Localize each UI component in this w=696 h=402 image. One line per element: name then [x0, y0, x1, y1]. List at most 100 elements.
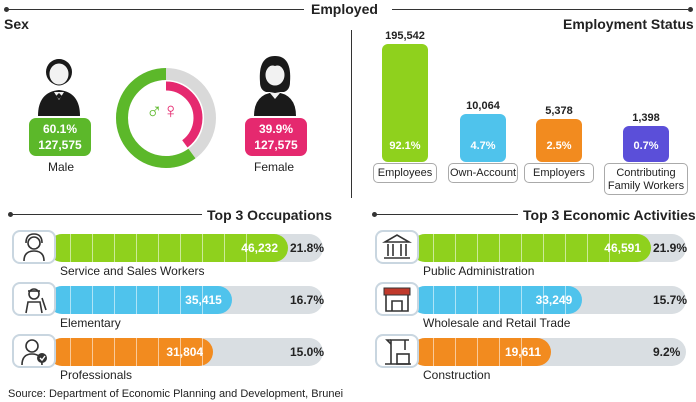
activities-title: Top 3 Economic Activities [523, 207, 696, 223]
row-bar [411, 338, 551, 366]
bar-segment [543, 234, 544, 262]
headset-person-icon [12, 230, 56, 264]
bar-segment [499, 338, 500, 366]
row-label: Construction [423, 368, 491, 382]
bar-segment [521, 234, 522, 262]
gender-symbols: ♂♀ [146, 98, 179, 124]
bar-segment [433, 234, 434, 262]
row-value: 46,591 [604, 241, 641, 255]
status-percent: 4.7% [470, 140, 496, 152]
female-symbol-icon: ♀ [162, 98, 180, 123]
row-label: Service and Sales Workers [60, 264, 205, 278]
status-percent: 2.5% [546, 140, 572, 152]
header-rule-right [392, 9, 688, 10]
bar-segment [158, 234, 159, 262]
male-ring [116, 68, 216, 168]
header-dot-left [4, 7, 9, 12]
row-percent: 16.7% [290, 293, 325, 307]
female-count: 127,575 [254, 138, 298, 152]
bar-segment [433, 286, 434, 314]
occupations-title: Top 3 Occupations [207, 207, 332, 223]
status-value: 5,378 [545, 105, 573, 118]
section-divider [351, 30, 352, 198]
source-note: Source: Department of Economic Planning … [8, 388, 344, 400]
row-bar [48, 234, 288, 262]
worker-person-icon [12, 282, 56, 316]
status-label: Own-Account [448, 163, 518, 183]
activities-dot [372, 212, 377, 217]
female-percent: 39.9% [258, 122, 294, 136]
bar-segment [565, 286, 566, 314]
bar-segment [136, 234, 137, 262]
bar-segment [114, 338, 115, 366]
row-value: 19,611 [504, 345, 541, 359]
bar-segment [114, 234, 115, 262]
bar-segment [202, 286, 203, 314]
bar-segment [114, 286, 115, 314]
male-badge: 60.1% 127,575 [29, 118, 91, 156]
male-symbol-icon: ♂ [146, 98, 163, 123]
bar-segment [70, 286, 71, 314]
female-ring [129, 81, 203, 155]
female-label: Female [254, 160, 295, 174]
status-percent: 0.7% [633, 140, 659, 152]
bar-segment [477, 234, 478, 262]
header-rule-left [8, 9, 304, 10]
status-title: Employment Status [563, 16, 694, 32]
bar-segment [521, 286, 522, 314]
bar-segment [224, 234, 225, 262]
row-bar [48, 338, 214, 366]
bar-segment [180, 234, 181, 262]
row-percent: 21.9% [653, 241, 688, 255]
row-label: Wholesale and Retail Trade [423, 316, 571, 330]
status-label: Employees [373, 163, 437, 183]
status-bar [460, 113, 506, 162]
row-bar [411, 286, 583, 314]
row-value: 35,415 [185, 293, 222, 307]
page-title: Employed [311, 1, 378, 17]
bar-segment [433, 338, 434, 366]
bar-segment [70, 338, 71, 366]
row-value: 33,249 [535, 293, 573, 307]
bar-segment [136, 286, 137, 314]
row-label: Public Administration [423, 264, 535, 278]
status-value: 1,398 [632, 112, 660, 125]
bar-segment [565, 234, 566, 262]
row-value: 31,804 [166, 345, 204, 359]
female-badge: 39.9% 127,575 [245, 118, 307, 156]
male-count: 127,575 [38, 138, 82, 152]
bar-segment [246, 234, 247, 262]
occupations-dot [8, 212, 13, 217]
government-building-icon [375, 230, 419, 264]
row-percent: 21.8% [290, 241, 325, 255]
bar-segment [92, 234, 93, 262]
status-bar [623, 126, 669, 162]
row-bar [411, 234, 651, 262]
bar-segment [158, 338, 159, 366]
row-bar [48, 286, 232, 314]
bar-segment [455, 338, 456, 366]
row-percent: 15.7% [653, 293, 688, 307]
bar-segment [92, 286, 93, 314]
status-label: Contributing Family Workers [604, 163, 688, 195]
occupations-chart: 46,232 21.8% Service and Sales Workers 35,4… [8, 226, 333, 386]
bar-segment [609, 234, 610, 262]
activities-rule [376, 214, 518, 215]
status-bar [382, 44, 428, 162]
sex-title: Sex [4, 16, 29, 32]
sex-donut [116, 68, 216, 168]
bar-segment [587, 234, 588, 262]
bar-segment [455, 286, 456, 314]
row-label: Elementary [60, 316, 121, 330]
activities-chart: 46,591 21.9% Public Administration 33,249 15… [371, 226, 696, 386]
professional-person-icon [12, 334, 56, 368]
bar-segment [521, 338, 522, 366]
bar-segment [180, 286, 181, 314]
bar-segment [477, 338, 478, 366]
bar-segment [70, 234, 71, 262]
crane-icon [375, 334, 419, 368]
status-value: 10,064 [466, 99, 500, 112]
status-percent: 92.1% [389, 140, 421, 152]
bar-segment [136, 338, 137, 366]
female-person-icon [254, 56, 296, 116]
